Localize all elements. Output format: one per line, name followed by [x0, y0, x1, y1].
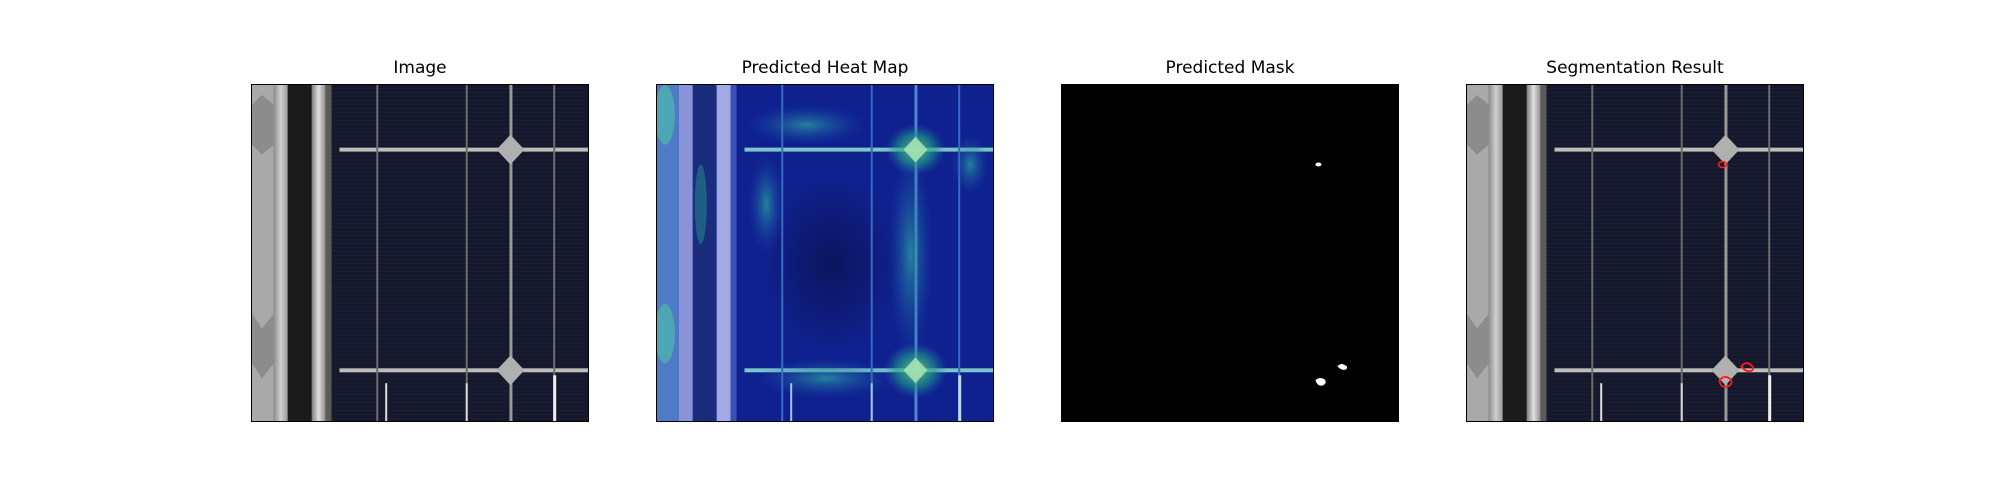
defect-contour: [1718, 376, 1733, 388]
heat-map-image: [657, 85, 993, 421]
solar-cell-image: [252, 85, 588, 421]
defect-contour: [1717, 160, 1728, 169]
panel-title-image: Image: [393, 58, 447, 78]
predicted-mask-image: [1062, 85, 1398, 421]
panel-title-heat-map: Predicted Heat Map: [741, 58, 909, 78]
heat-map-panel: [656, 84, 994, 422]
mask-blob: [1337, 364, 1348, 370]
mask-panel: [1061, 84, 1399, 422]
panel-title-mask: Predicted Mask: [1165, 58, 1295, 78]
panel-title-segmentation: Segmentation Result: [1546, 58, 1724, 78]
mask-blob: [1315, 377, 1326, 386]
image-panel: [251, 84, 589, 422]
segmentation-panel: [1466, 84, 1804, 422]
segmentation-result-image: [1467, 85, 1803, 421]
defect-contour: [1740, 362, 1754, 373]
mask-blob: [1315, 162, 1322, 167]
